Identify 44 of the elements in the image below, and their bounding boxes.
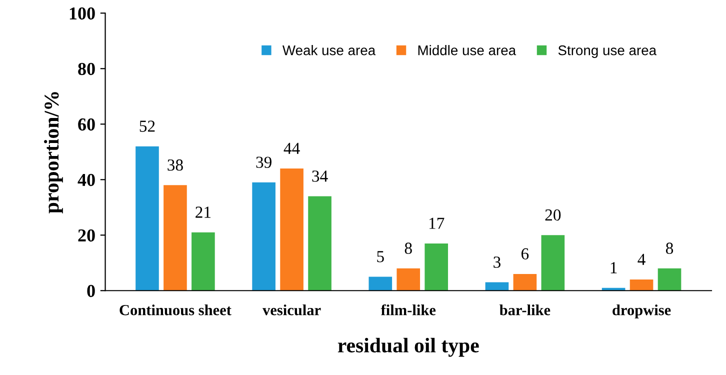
data-label: 21 [196,206,211,218]
y-tick-label: 100 [70,7,95,20]
data-label: 6 [522,248,529,260]
x-tick-label: bar-like [500,304,550,316]
y-tick-label: 40 [78,174,95,186]
bar [396,268,420,291]
y-axis-title: proportion/% [44,92,63,214]
x-tick-label: Continuous sheet [120,304,232,316]
bar [658,268,682,291]
bar [541,235,565,291]
legend-label: Strong use area [558,45,657,58]
data-label: 38 [168,159,183,171]
x-tick-label: dropwise [612,304,671,318]
legend-label: Middle use area [418,45,516,56]
bar [164,185,187,291]
data-label: 3 [494,256,500,268]
data-label: 39 [256,156,272,168]
data-label: 8 [404,242,412,254]
data-label: 44 [284,142,300,154]
bar [513,274,537,291]
data-label: 8 [666,242,674,254]
x-tick-label: vesicular [262,304,321,316]
y-tick-label: 20 [78,229,95,242]
x-tick-label: film-like [380,304,436,316]
bar [630,280,654,291]
data-label: 34 [312,170,328,182]
data-label: 17 [429,218,444,229]
bar [424,243,448,291]
data-label: 20 [545,209,561,221]
legend-label: Weak use area [282,45,376,56]
data-label: 5 [377,251,384,262]
bar [136,146,159,291]
bar [280,168,304,291]
x-axis-title: residual oil type [338,338,479,357]
y-tick-label: 80 [78,62,95,76]
y-tick-label: 0 [87,284,95,298]
data-label: 52 [140,120,155,132]
data-label: 4 [638,254,646,265]
bar [192,232,215,291]
y-tick-label: 60 [78,118,95,131]
bar [368,276,392,291]
data-label: 1 [610,262,617,274]
bar [252,182,276,291]
bar [308,196,332,291]
